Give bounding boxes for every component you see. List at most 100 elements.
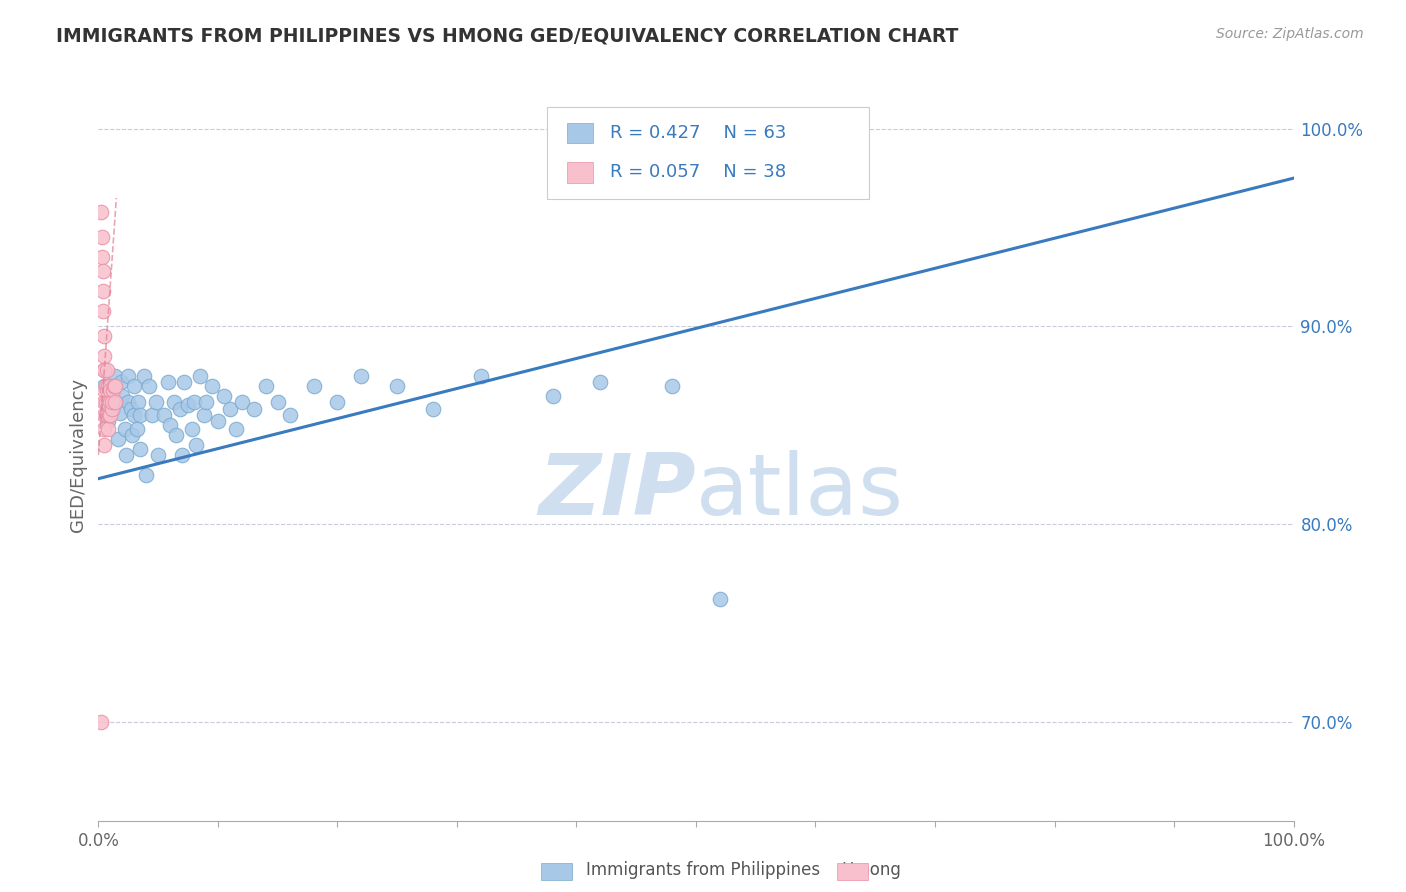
Point bbox=[195, 394, 218, 409]
Point bbox=[180, 422, 202, 436]
Point bbox=[159, 418, 181, 433]
Point bbox=[129, 409, 152, 423]
Point bbox=[93, 422, 115, 436]
Point bbox=[94, 394, 117, 409]
Point bbox=[93, 438, 115, 452]
Point bbox=[207, 414, 229, 428]
Point bbox=[115, 448, 138, 462]
Point bbox=[173, 375, 195, 389]
Point bbox=[93, 378, 115, 392]
Point bbox=[219, 402, 242, 417]
Point bbox=[172, 448, 194, 462]
Text: ZIP: ZIP bbox=[538, 450, 696, 533]
Point bbox=[231, 394, 253, 409]
Point bbox=[101, 402, 124, 417]
Point bbox=[97, 378, 120, 392]
Point bbox=[326, 394, 349, 409]
Text: Hmong: Hmong bbox=[842, 861, 901, 879]
Point bbox=[94, 378, 117, 392]
Point bbox=[589, 375, 612, 389]
Point bbox=[709, 592, 731, 607]
Text: R = 0.427    N = 63: R = 0.427 N = 63 bbox=[610, 124, 786, 142]
Bar bbox=[567, 122, 593, 143]
Point bbox=[267, 394, 290, 409]
Point bbox=[90, 714, 112, 729]
Point bbox=[98, 378, 122, 392]
Point bbox=[93, 383, 115, 397]
Point bbox=[93, 329, 115, 343]
Point bbox=[96, 363, 118, 377]
Point bbox=[98, 383, 122, 397]
Point bbox=[177, 399, 200, 413]
Point bbox=[165, 428, 187, 442]
Point bbox=[98, 409, 122, 423]
Point bbox=[148, 448, 170, 462]
Point bbox=[93, 363, 115, 377]
Text: atlas: atlas bbox=[696, 450, 904, 533]
Point bbox=[90, 204, 112, 219]
Point bbox=[225, 422, 247, 436]
Bar bbox=[567, 162, 593, 183]
Point bbox=[97, 414, 120, 428]
Point bbox=[193, 409, 215, 423]
Point bbox=[91, 284, 114, 298]
Point bbox=[169, 402, 191, 417]
Point bbox=[101, 383, 124, 397]
Point bbox=[93, 349, 115, 363]
Point bbox=[97, 422, 120, 436]
Point bbox=[129, 442, 152, 456]
Point bbox=[91, 250, 114, 264]
Point bbox=[117, 394, 139, 409]
Point bbox=[104, 394, 127, 409]
Point bbox=[661, 378, 683, 392]
FancyBboxPatch shape bbox=[547, 108, 869, 199]
Text: R = 0.057    N = 38: R = 0.057 N = 38 bbox=[610, 163, 786, 181]
Point bbox=[107, 432, 129, 446]
Point bbox=[91, 264, 114, 278]
Point bbox=[278, 409, 301, 423]
Point bbox=[125, 422, 148, 436]
Point bbox=[93, 363, 115, 377]
Point bbox=[100, 402, 122, 417]
Point bbox=[124, 409, 146, 423]
Point bbox=[104, 378, 127, 392]
Point bbox=[91, 303, 114, 318]
Point bbox=[98, 383, 122, 397]
Point bbox=[96, 383, 118, 397]
Text: Source: ZipAtlas.com: Source: ZipAtlas.com bbox=[1216, 27, 1364, 41]
Point bbox=[183, 394, 205, 409]
Point bbox=[302, 378, 325, 392]
Point bbox=[201, 378, 224, 392]
Point bbox=[163, 394, 186, 409]
Point bbox=[100, 394, 122, 409]
Point bbox=[138, 378, 160, 392]
Point bbox=[127, 394, 149, 409]
Point bbox=[105, 394, 128, 409]
Point bbox=[94, 409, 117, 423]
Point bbox=[212, 389, 235, 403]
Point bbox=[385, 378, 409, 392]
Point bbox=[470, 368, 492, 383]
Point bbox=[98, 399, 121, 413]
Point bbox=[104, 368, 127, 383]
Point bbox=[111, 389, 134, 403]
Point bbox=[97, 394, 120, 409]
Point bbox=[145, 394, 167, 409]
Point bbox=[422, 402, 444, 417]
Point bbox=[98, 394, 122, 409]
Point bbox=[114, 422, 136, 436]
Text: Immigrants from Philippines: Immigrants from Philippines bbox=[586, 861, 820, 879]
Point bbox=[117, 368, 139, 383]
Point bbox=[541, 389, 564, 403]
Point bbox=[135, 467, 157, 482]
Point bbox=[110, 375, 132, 389]
Point bbox=[153, 409, 176, 423]
Point bbox=[188, 368, 211, 383]
Point bbox=[132, 368, 155, 383]
Point bbox=[186, 438, 208, 452]
Point bbox=[124, 378, 146, 392]
Point bbox=[350, 368, 373, 383]
Point bbox=[96, 409, 118, 423]
Text: IMMIGRANTS FROM PHILIPPINES VS HMONG GED/EQUIVALENCY CORRELATION CHART: IMMIGRANTS FROM PHILIPPINES VS HMONG GED… bbox=[56, 27, 959, 45]
Point bbox=[141, 409, 163, 423]
